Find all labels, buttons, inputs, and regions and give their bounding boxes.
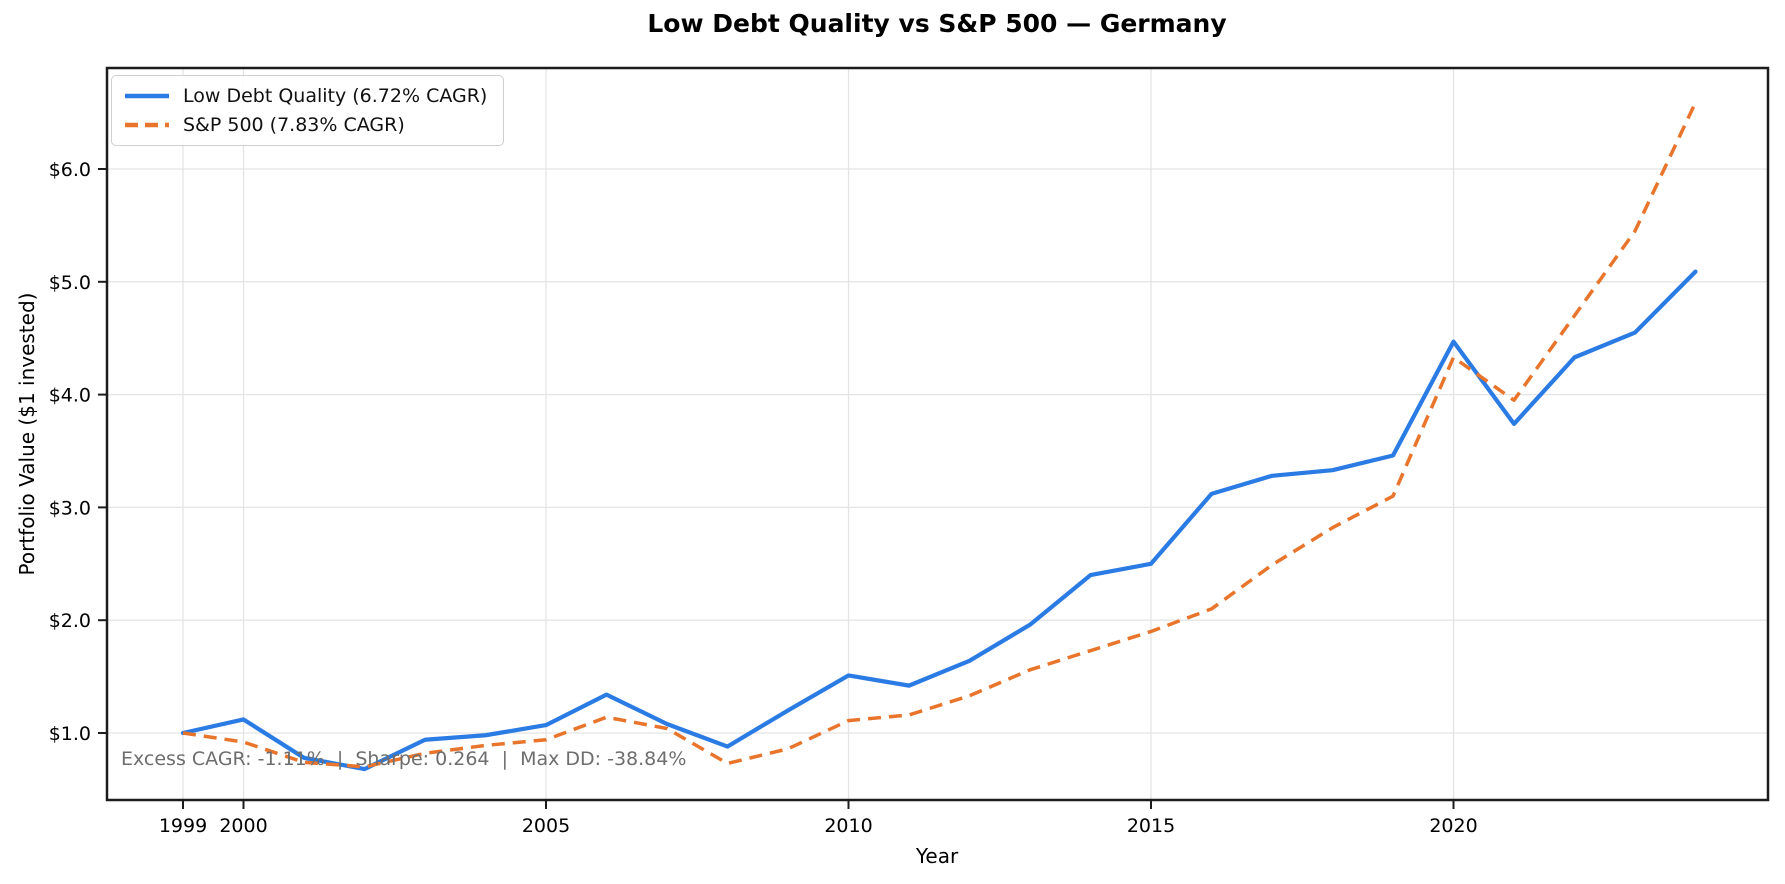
axis-tick-labels: 1999 2000 2005 2010 2015 2020 $1.0 $2.0 $3.0 $4.0… xyxy=(49,159,1478,837)
svg-text:$5.0: $5.0 xyxy=(49,272,91,294)
series-line-sp500 xyxy=(182,101,1698,769)
svg-text:$1.0: $1.0 xyxy=(49,723,91,745)
legend-line-dashed-icon xyxy=(125,122,169,128)
y-axis-label: Portfolio Value ($1 invested) xyxy=(15,292,39,576)
chart-title: Low Debt Quality vs S&P 500 — Germany xyxy=(647,9,1227,38)
svg-text:2015: 2015 xyxy=(1127,815,1175,837)
stats-annotation: Excess CAGR: -1.11% | Sharpe: 0.264 | Ma… xyxy=(121,748,687,770)
svg-text:2000: 2000 xyxy=(219,815,267,837)
plot-border xyxy=(105,66,1770,802)
svg-text:2005: 2005 xyxy=(522,815,570,837)
legend-item-strategy: Low Debt Quality (6.72% CAGR) xyxy=(124,85,487,107)
legend-item-benchmark: S&P 500 (7.83% CAGR) xyxy=(124,114,487,136)
legend-label: Low Debt Quality (6.72% CAGR) xyxy=(183,85,488,107)
svg-text:2010: 2010 xyxy=(824,815,872,837)
legend: Low Debt Quality (6.72% CAGR) S&P 500 (7… xyxy=(111,75,505,146)
svg-text:1999: 1999 xyxy=(159,815,207,837)
series-line-low-debt-quality xyxy=(180,269,1698,772)
legend-label: S&P 500 (7.83% CAGR) xyxy=(183,114,405,136)
svg-text:$2.0: $2.0 xyxy=(49,610,91,632)
axis-ticks xyxy=(98,168,1455,809)
svg-text:$4.0: $4.0 xyxy=(49,385,91,407)
svg-text:$3.0: $3.0 xyxy=(49,497,91,519)
legend-line-solid-icon xyxy=(125,93,169,99)
gridlines xyxy=(107,68,1768,800)
svg-text:$6.0: $6.0 xyxy=(49,159,91,181)
x-axis-label: Year xyxy=(915,844,959,868)
svg-text:2020: 2020 xyxy=(1429,815,1477,837)
